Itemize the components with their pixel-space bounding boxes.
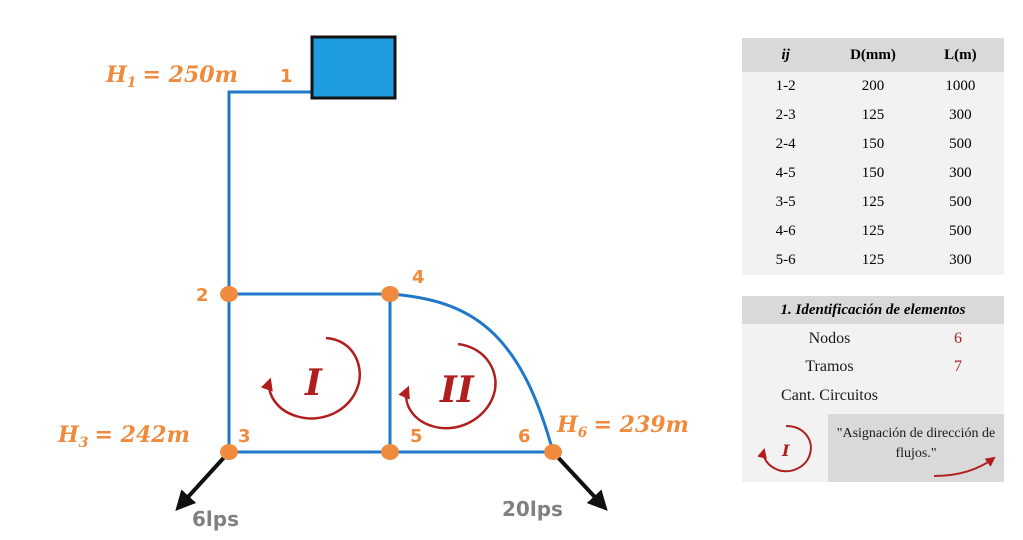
nodes	[220, 286, 562, 460]
node-2-marker	[220, 286, 238, 302]
identification-panel: 1. Identificación de elementos Nodos 6 T…	[742, 296, 1004, 482]
table-row: 1-2 200 1000	[742, 72, 1004, 101]
loop-i-arrow	[260, 336, 361, 420]
cell: 300	[916, 101, 1004, 130]
node-label-1: 1	[280, 66, 293, 87]
cell: 2-4	[742, 130, 830, 159]
note-line-2: flujos."	[895, 446, 937, 461]
loop-ii-arrow	[398, 342, 497, 430]
pipe-1-2	[227, 90, 312, 294]
col-header-length: L(m)	[916, 38, 1004, 72]
table-row: 3-5 125 500	[742, 188, 1004, 217]
loop-legend-icon: I	[757, 425, 812, 473]
cell: 125	[829, 188, 917, 217]
cell: 500	[916, 217, 1004, 246]
ident-label: Cant. Circuitos	[781, 387, 878, 404]
table-row: 4-6 125 500	[742, 217, 1004, 246]
identification-title: 1. Identificación de elementos	[742, 296, 1004, 324]
cell: 1-2	[742, 72, 830, 101]
flow-direction-note: "Asignación de dirección de flujos."	[828, 414, 1004, 482]
table-row: 2-4 150 500	[742, 130, 1004, 159]
loop-label-i: I	[304, 362, 323, 404]
cell: 3-5	[742, 188, 830, 217]
note-text: "Asignación de dirección de flujos."	[828, 424, 1004, 464]
demand-label-node-3: 6lps	[192, 507, 239, 531]
table-row: 4-5 150 300	[742, 159, 1004, 188]
node-label-5: 5	[410, 426, 423, 447]
col-header-diameter: D(mm)	[829, 38, 917, 72]
col-header-ij: ij	[742, 38, 830, 72]
node-4-marker	[381, 286, 399, 302]
node-label-3: 3	[238, 426, 251, 447]
cell: 300	[916, 246, 1004, 275]
cell: 4-6	[742, 217, 830, 246]
node-label-4: 4	[412, 267, 425, 288]
pipe-table: ij D(mm) L(m) 1-2 200 1000 2-3 125 300 2-4 15…	[742, 38, 1004, 275]
note-line-1: "Asignación de dirección de	[836, 426, 996, 441]
ident-label: Tramos	[805, 358, 854, 375]
pipe-network-diagram: 1 2 3 4 5 6 H1 = 250m H3 = 242m H6 = 239m 6…	[57, 35, 689, 531]
head-label-node-3: H3 = 242m	[57, 422, 190, 451]
node-3-marker	[220, 444, 238, 460]
pipes	[227, 90, 555, 454]
head-label-node-1: H1 = 250m	[105, 62, 238, 91]
reservoir-tank	[310, 35, 397, 100]
cell: 5-6	[742, 246, 830, 275]
legend-loop-label: I	[781, 441, 790, 460]
demand-arrow-node-6	[551, 450, 608, 511]
ident-value: 7	[954, 358, 962, 375]
cell: 500	[916, 130, 1004, 159]
cell: 2-3	[742, 101, 830, 130]
head-label-node-6: H6 = 239m	[556, 412, 689, 441]
table-row: 5-6 125 300	[742, 246, 1004, 275]
cell: 500	[916, 188, 1004, 217]
ident-label: Nodos	[808, 330, 851, 347]
node-label-2: 2	[196, 285, 209, 306]
ident-row-circuits: Cant. Circuitos	[742, 383, 1004, 409]
node-5-marker	[381, 444, 399, 460]
demand-label-node-6: 20lps	[502, 497, 563, 521]
pipe-4-6	[389, 292, 555, 453]
ident-value: 6	[954, 330, 962, 347]
note-arrow-icon	[933, 456, 996, 477]
table-header-row: ij D(mm) L(m)	[742, 38, 1004, 72]
cell: 200	[829, 72, 917, 101]
node-6-marker	[544, 444, 562, 460]
cell: 125	[829, 217, 917, 246]
cell: 150	[829, 159, 917, 188]
cell: 1000	[916, 72, 1004, 101]
node-label-6: 6	[518, 426, 531, 447]
ident-row-nodes: Nodos 6	[742, 326, 1004, 352]
ident-row-pipes: Tramos 7	[742, 354, 1004, 380]
table-row: 2-3 125 300	[742, 101, 1004, 130]
cell: 300	[916, 159, 1004, 188]
cell: 4-5	[742, 159, 830, 188]
cell: 125	[829, 246, 917, 275]
cell: 150	[829, 130, 917, 159]
loop-label-ii: II	[439, 369, 475, 411]
demand-arrow-node-3	[175, 450, 231, 511]
cell: 125	[829, 101, 917, 130]
